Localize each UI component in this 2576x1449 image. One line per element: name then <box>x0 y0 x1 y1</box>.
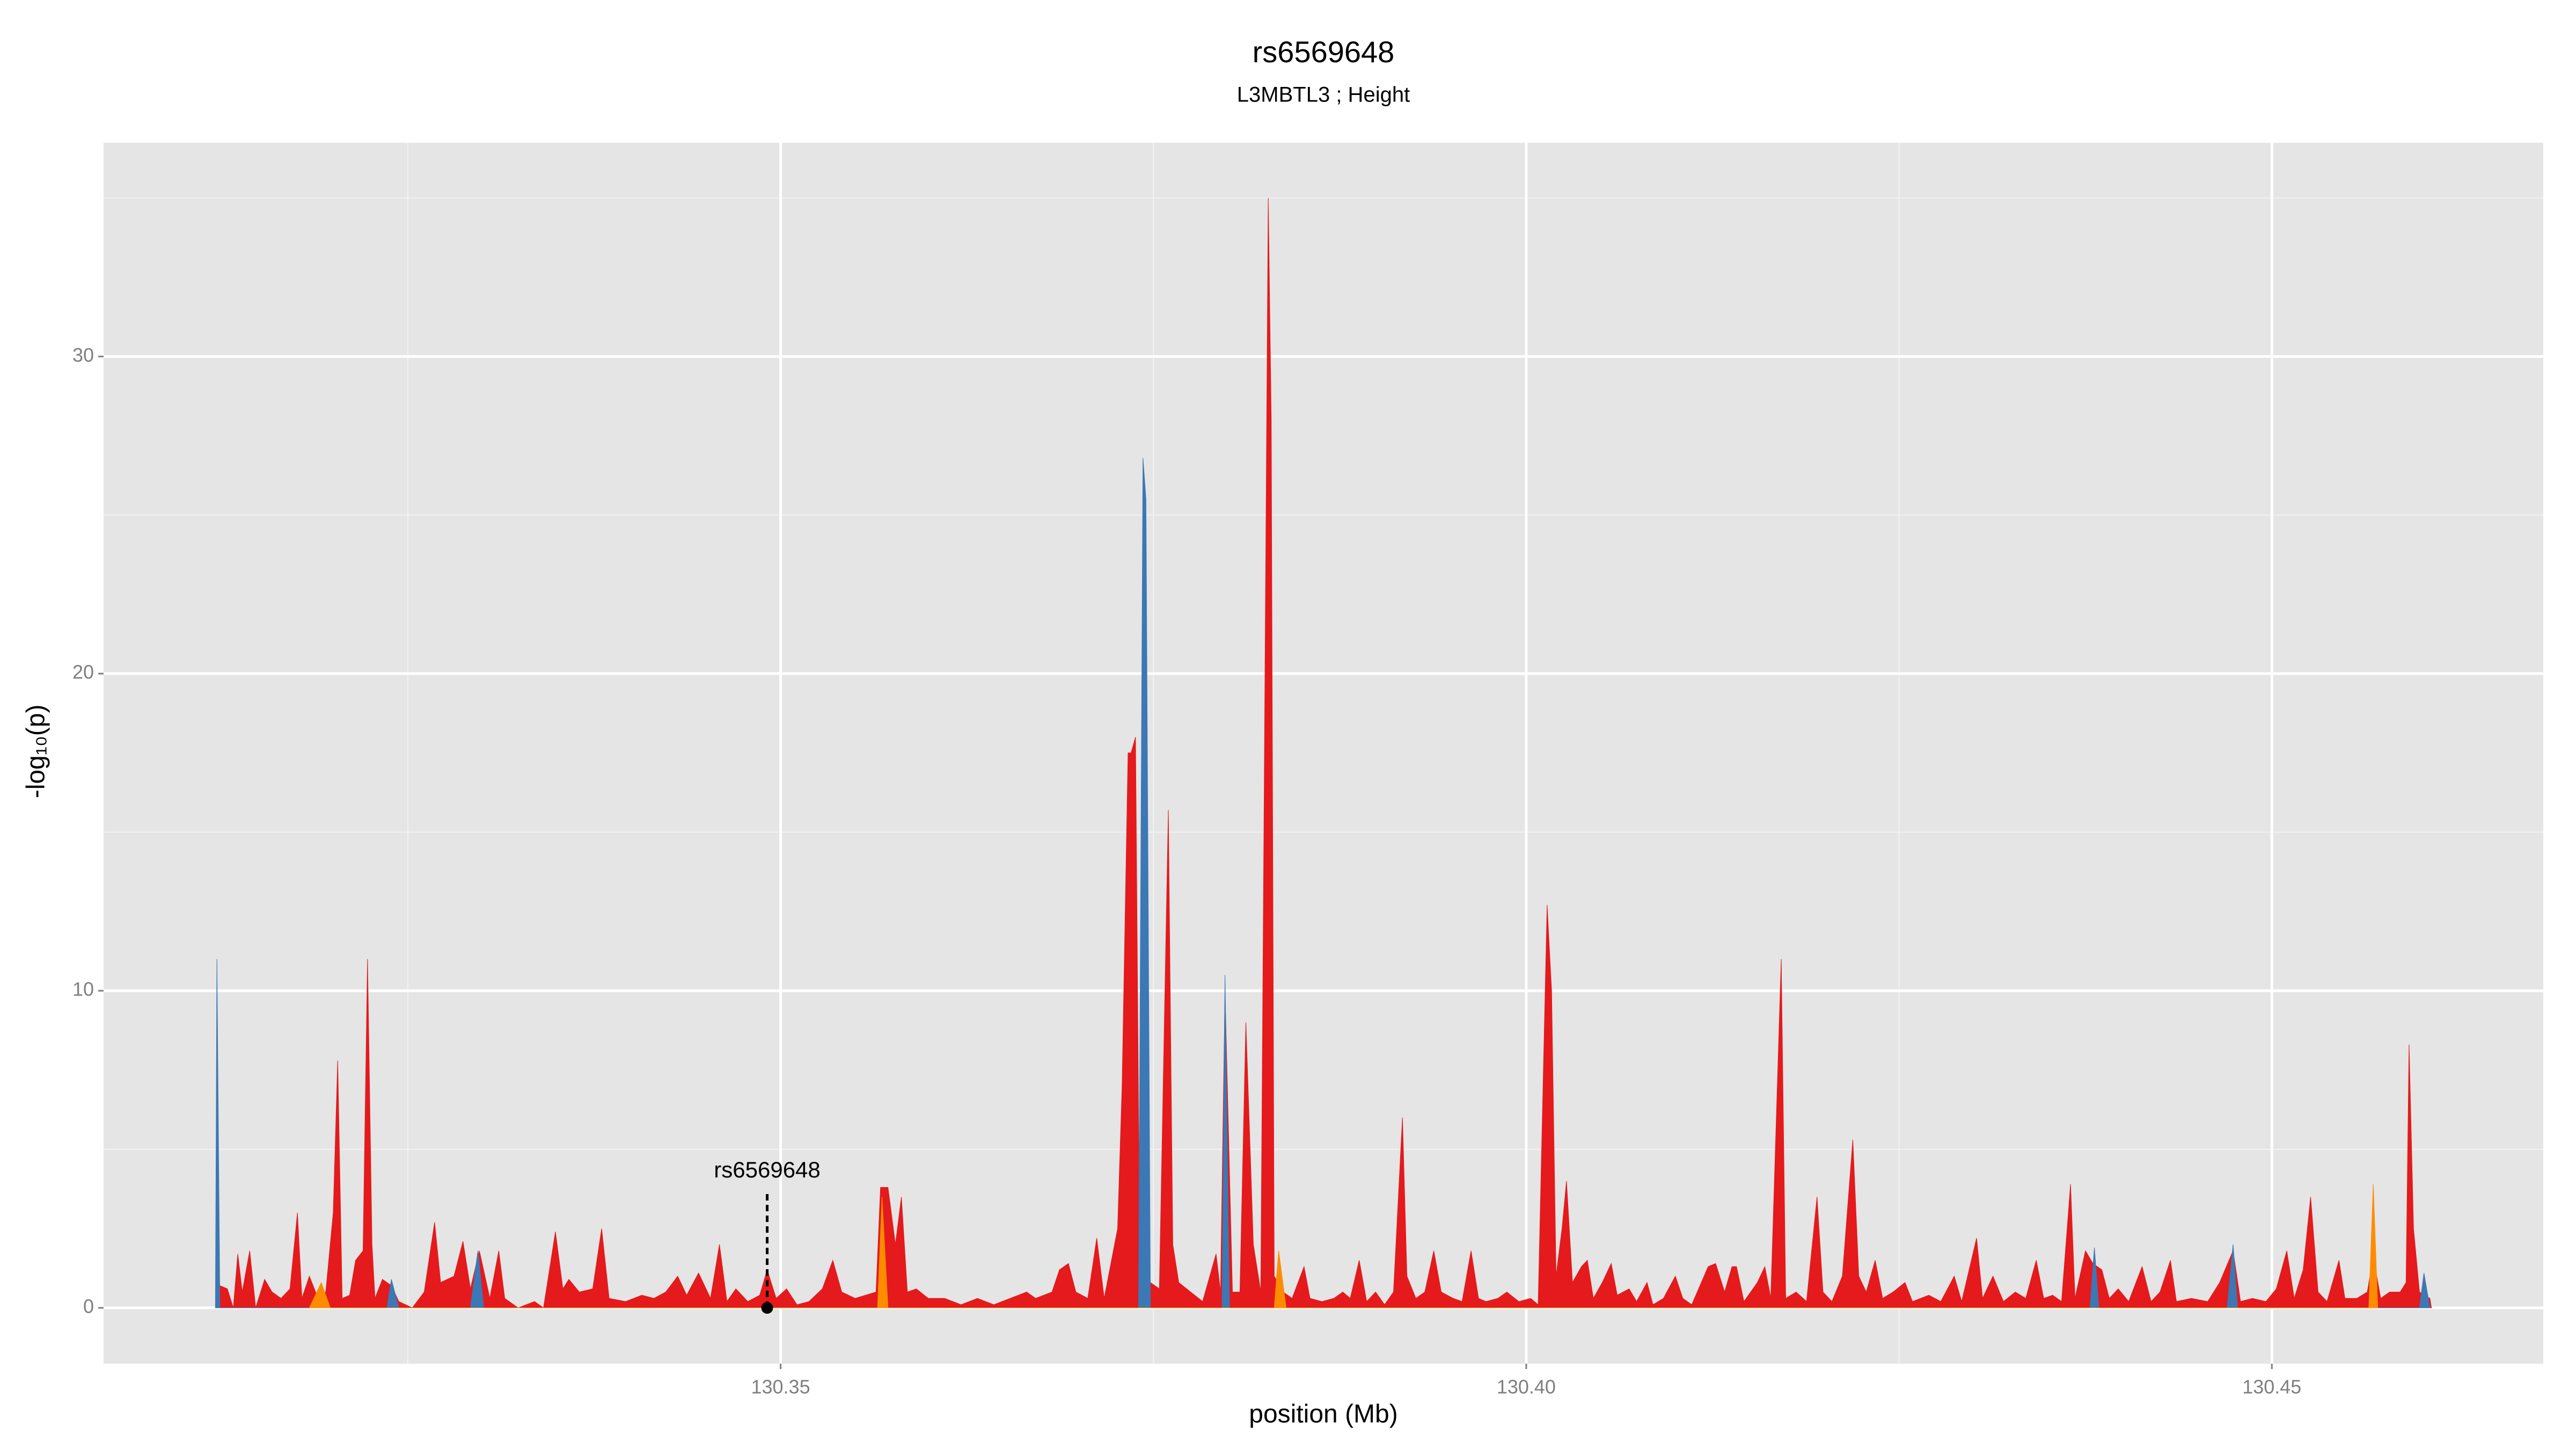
plot-background <box>104 143 2543 1364</box>
y-tick-label: 30 <box>72 344 94 366</box>
y-tick-label: 10 <box>72 978 94 1000</box>
y-tick-label: 20 <box>72 661 94 683</box>
y-tick-label: 0 <box>83 1296 94 1318</box>
annotation-label: rs6569648 <box>714 1157 821 1182</box>
x-tick-label: 130.35 <box>751 1376 810 1398</box>
area <box>218 197 2432 1308</box>
chart-title: rs6569648 <box>1253 35 1395 69</box>
x-tick-label: 130.45 <box>2242 1376 2301 1398</box>
area <box>309 1184 2379 1308</box>
y-axis-label: -log₁₀(p) <box>22 705 50 799</box>
x-axis-label: position (Mb) <box>1249 1400 1397 1429</box>
x-tick-label: 130.40 <box>1497 1376 1556 1398</box>
chart-subtitle: L3MBTL3 ; Height <box>1237 83 1410 107</box>
annotation-point <box>761 1302 773 1314</box>
